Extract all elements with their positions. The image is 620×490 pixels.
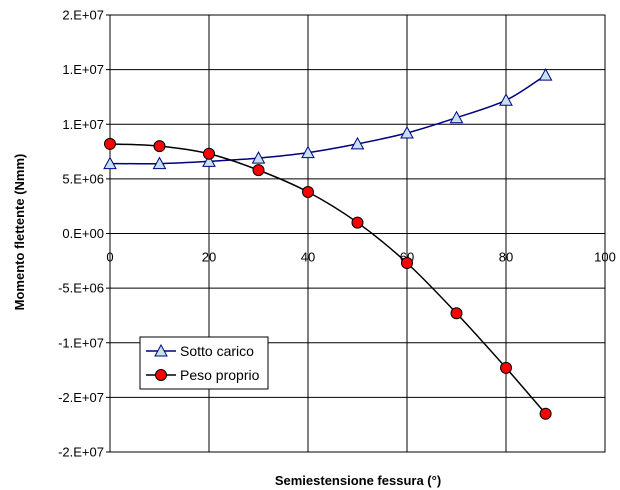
series-sotto-carico xyxy=(103,68,553,170)
data-point xyxy=(499,93,513,106)
data-point xyxy=(251,151,266,164)
series-layer xyxy=(103,68,553,420)
y-tick-label: 1.E+07 xyxy=(62,62,104,77)
data-point xyxy=(104,137,116,150)
data-point xyxy=(538,68,553,81)
data-point xyxy=(351,216,364,229)
data-point xyxy=(400,125,414,139)
data-point xyxy=(252,164,265,177)
series-peso-proprio xyxy=(104,137,552,420)
data-point xyxy=(450,307,463,320)
y-axis-ticks: 2.E+07 1.E+07 1.E+07 5.E+06 0.E+00 -5.E+06 -1.… xyxy=(58,8,110,460)
legend: Sotto carico Peso proprio xyxy=(139,336,269,390)
x-tick-label: 80 xyxy=(499,250,513,265)
x-axis-title: Semiestensione fessura (°) xyxy=(275,473,441,488)
data-point xyxy=(203,147,215,160)
series-line xyxy=(109,143,547,415)
x-tick-label: 40 xyxy=(301,250,315,265)
data-point xyxy=(152,156,167,170)
x-tick-label: 20 xyxy=(202,250,216,265)
legend-marker xyxy=(154,343,168,357)
y-tick-label: -2.E+07 xyxy=(58,390,104,405)
y-tick-label: 1.E+07 xyxy=(62,117,104,132)
y-tick-label: 2.E+07 xyxy=(62,8,104,23)
legend-label: Sotto carico xyxy=(180,343,254,359)
y-tick-label: 0.E+00 xyxy=(62,226,104,241)
series-line xyxy=(109,74,547,165)
y-tick-label: -5.E+06 xyxy=(58,281,104,296)
legend-marker xyxy=(155,369,167,381)
data-point xyxy=(350,136,365,150)
data-point xyxy=(103,156,117,170)
y-tick-label: -2.E+07 xyxy=(58,445,104,460)
y-tick-label: 5.E+06 xyxy=(62,171,104,186)
data-point xyxy=(401,256,413,269)
data-point xyxy=(302,185,314,198)
data-point xyxy=(202,154,216,167)
data-point xyxy=(449,110,464,124)
x-axis-ticks: 020406080100 xyxy=(106,233,616,265)
y-tick-label: -1.E+07 xyxy=(58,335,104,350)
x-tick-label: 0 xyxy=(106,250,113,265)
legend-label: Peso proprio xyxy=(180,367,260,383)
y-axis-title: Momento flettente (Nmm) xyxy=(12,154,27,311)
data-point xyxy=(500,361,512,374)
data-point xyxy=(301,145,315,159)
data-point xyxy=(153,140,166,153)
x-tick-label: 100 xyxy=(594,250,616,265)
data-point xyxy=(539,407,552,420)
